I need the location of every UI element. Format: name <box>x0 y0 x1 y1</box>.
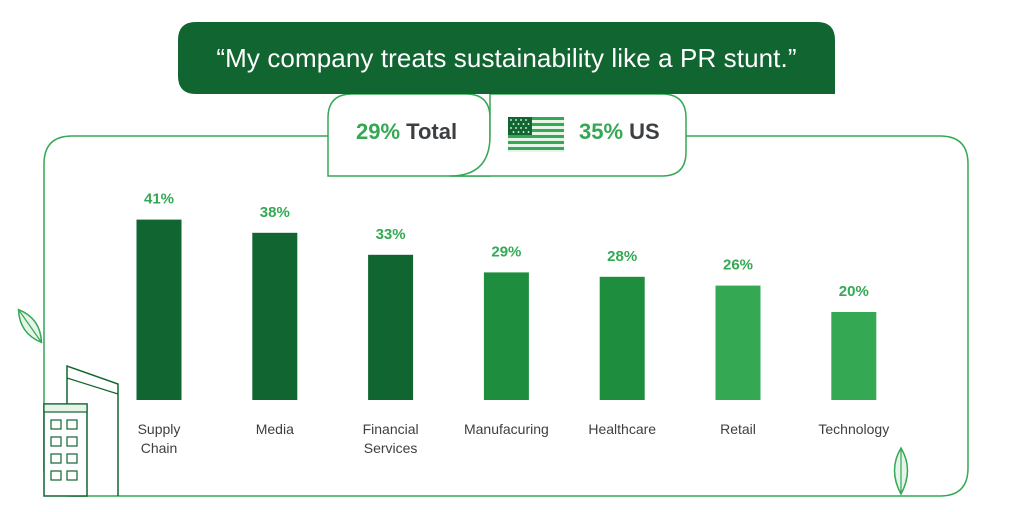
stat-us-label: US <box>629 119 660 144</box>
category-label: Media <box>256 421 294 437</box>
value-label: 29% <box>491 243 521 260</box>
category-label: Technology <box>818 421 889 437</box>
category-label: Financial <box>363 421 419 437</box>
stat-total-label: Total <box>406 119 458 144</box>
quote-banner <box>178 22 835 94</box>
bar <box>599 276 645 400</box>
bar <box>483 272 529 400</box>
bar <box>715 285 761 400</box>
value-label: 26% <box>723 257 753 274</box>
stat-us: 35% US <box>579 119 660 145</box>
category-label: Chain <box>141 440 178 456</box>
us-flag-icon <box>508 117 564 152</box>
leaf-icon <box>17 308 43 344</box>
category-label: Healthcare <box>588 421 656 437</box>
value-label: 28% <box>607 248 637 265</box>
value-label: 20% <box>839 283 869 300</box>
stat-total-value: 29% <box>356 119 401 144</box>
category-label: Services <box>364 440 418 456</box>
quote-text: “My company treats sustainability like a… <box>216 42 797 73</box>
stat-total: 29% Total <box>356 119 457 145</box>
leaf-icon <box>893 446 909 496</box>
category-label: Supply <box>138 421 181 437</box>
value-label: 38% <box>260 204 290 221</box>
category-label: Manufacuring <box>464 421 549 437</box>
chart-frame <box>43 135 969 497</box>
bar <box>136 219 182 400</box>
bar <box>252 232 298 400</box>
bar <box>368 254 414 400</box>
stat-tab-us <box>449 93 687 177</box>
stat-us-value: 35% <box>579 119 624 144</box>
building-icon <box>43 364 119 497</box>
value-label: 41% <box>144 191 174 208</box>
value-label: 33% <box>376 226 406 243</box>
bar <box>831 312 877 400</box>
category-label: Retail <box>720 421 756 437</box>
